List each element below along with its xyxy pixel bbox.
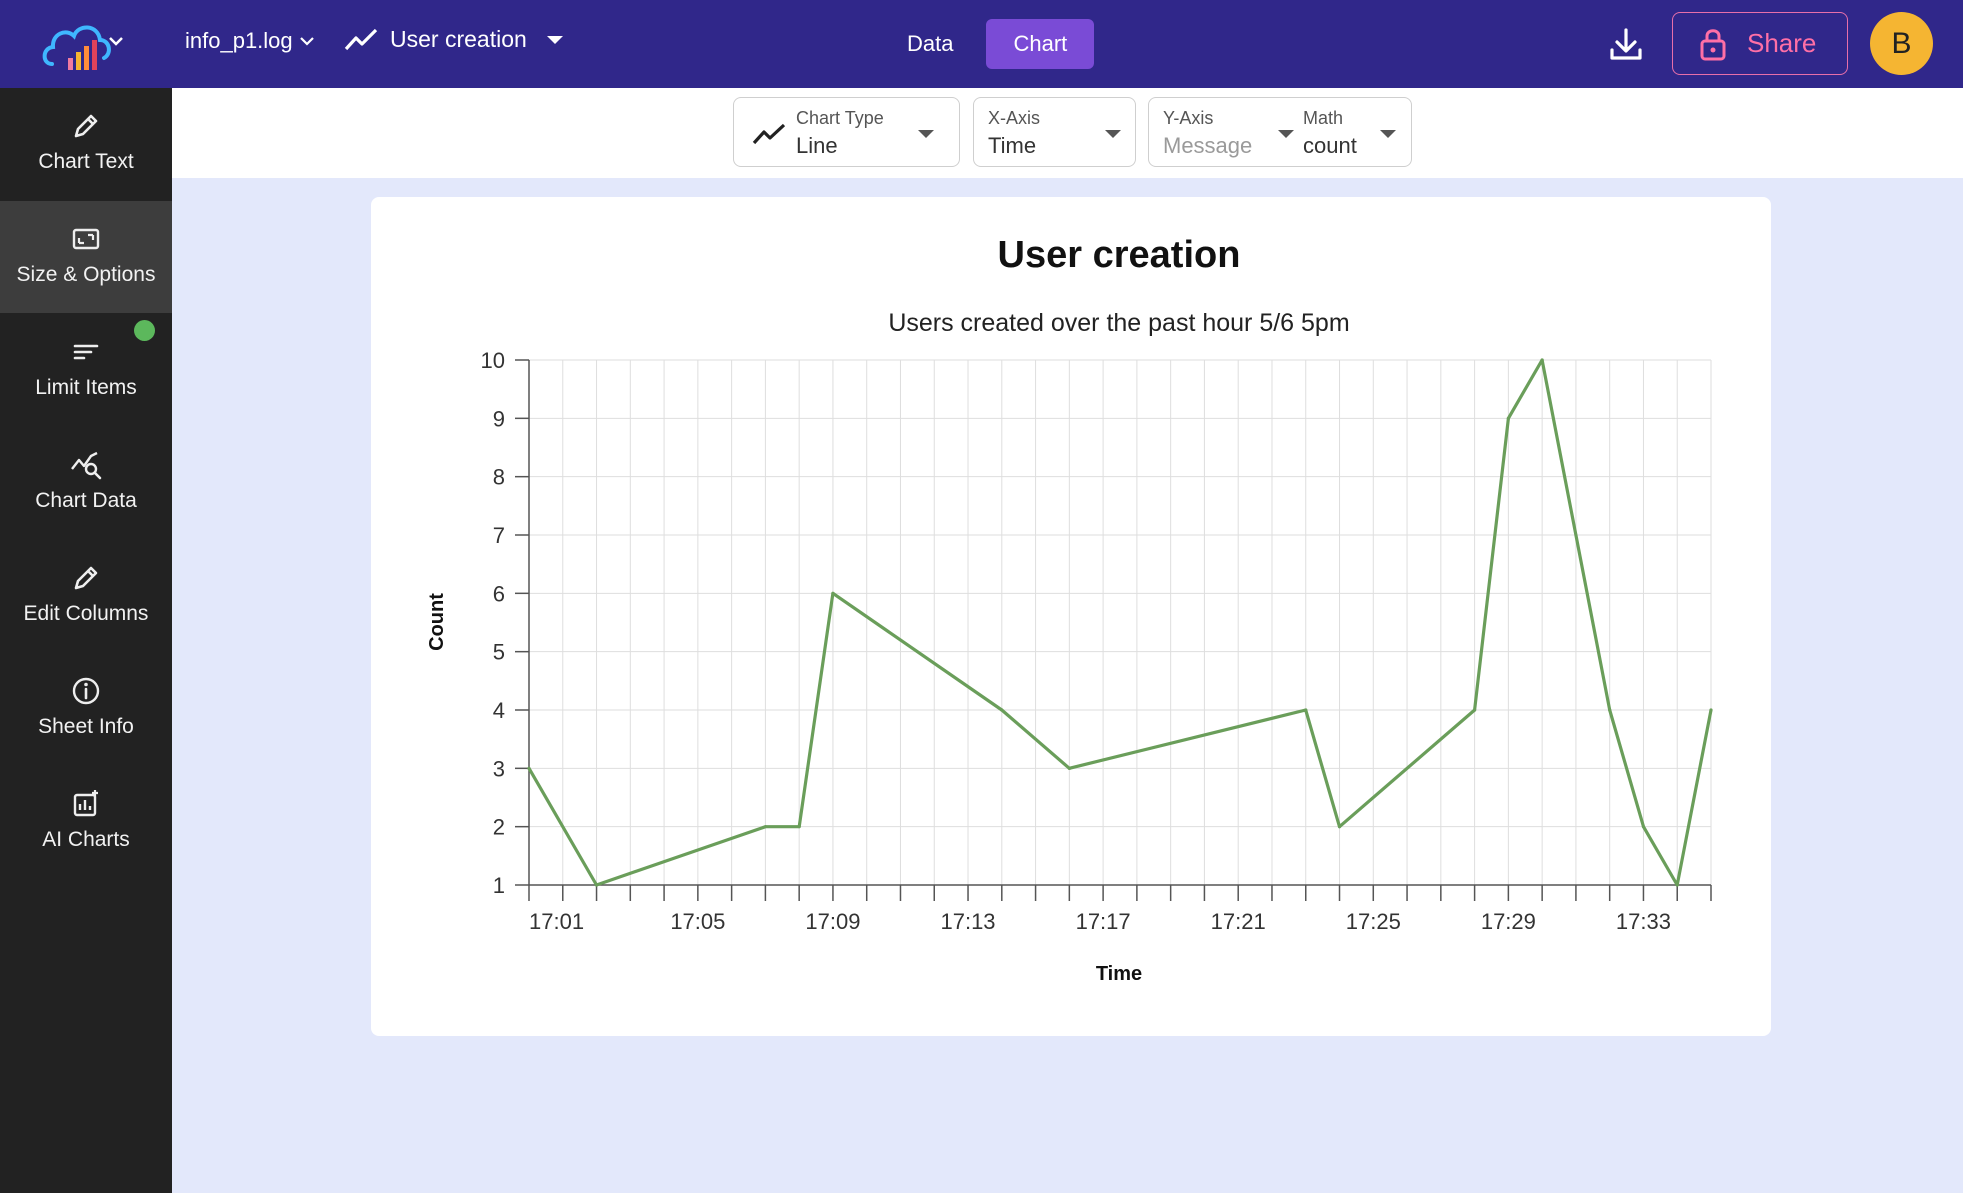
x-tick-label: 17:05 <box>670 909 725 934</box>
series-line <box>527 358 1713 887</box>
sidebar-item-label: Chart Data <box>35 489 137 512</box>
data-point <box>1709 708 1713 712</box>
data-point <box>527 766 531 770</box>
tab-chart[interactable]: Chart <box>986 19 1095 69</box>
y-tick-label: 9 <box>493 406 505 431</box>
sidebar-item-limit-items[interactable]: Limit Items <box>0 314 172 426</box>
data-point <box>594 883 599 887</box>
line-chart-icon <box>344 28 378 50</box>
resize-icon <box>72 228 100 250</box>
x-tick-label: 17:09 <box>805 909 860 934</box>
y-tick-label: 6 <box>493 581 505 606</box>
y-tick-label: 8 <box>493 465 505 490</box>
y-axis-math-select[interactable]: Y-Axis Message Math count <box>1148 97 1412 167</box>
x-tick-label: 17:13 <box>940 909 995 934</box>
sidebar-item-chart-data[interactable]: Chart Data <box>0 427 172 539</box>
chart-card: 1 2 3 4 5 6 7 8 9 10 17:01 17:05 17:09 17:13 17:17 17:2… <box>371 197 1771 1036</box>
x-axis-title: Time <box>1096 963 1142 985</box>
file-select[interactable]: info_p1.log <box>185 28 315 54</box>
line-chart: 1 2 3 4 5 6 7 8 9 10 17:01 17:05 17:09 17:13 17:17 17:2… <box>426 234 1713 985</box>
sidebar-item-label: AI Charts <box>42 828 130 851</box>
x-tick-label: 17:17 <box>1076 909 1131 934</box>
top-bar: info_p1.log User creation Data Chart Sha… <box>0 0 1963 88</box>
data-point <box>1540 358 1544 362</box>
caret-down-icon <box>918 130 934 138</box>
sidebar-item-ai-charts[interactable]: AI Charts <box>0 766 172 878</box>
y-tick-label: 7 <box>493 523 505 548</box>
file-name: info_p1.log <box>185 28 293 53</box>
caret-down-icon <box>546 35 563 44</box>
sidebar-item-chart-text[interactable]: Chart Text <box>0 88 172 200</box>
line-chart-icon <box>752 123 786 145</box>
x-axis-select[interactable]: X-Axis Time <box>973 97 1136 167</box>
data-point <box>1608 708 1612 712</box>
x-axis-label: X-Axis <box>988 108 1041 128</box>
lock-icon <box>1700 28 1726 60</box>
y-tick-label: 3 <box>493 756 505 781</box>
data-point <box>1675 883 1679 887</box>
data-point <box>763 825 767 829</box>
limit-items-indicator-dot <box>134 320 155 341</box>
y-tick-label: 2 <box>493 815 505 840</box>
y-tick-label: 5 <box>493 640 505 665</box>
sidebar-item-edit-columns[interactable]: Edit Columns <box>0 540 172 652</box>
y-axis-title: Count <box>426 593 448 651</box>
sidebar-item-label: Sheet Info <box>38 715 134 738</box>
pencil-icon <box>74 114 98 138</box>
data-point <box>797 825 801 829</box>
y-tick-label: 4 <box>493 698 505 723</box>
data-point <box>1337 825 1342 829</box>
data-point <box>1641 825 1646 829</box>
math-value: count <box>1303 133 1357 158</box>
app-logo-icon[interactable] <box>40 14 130 76</box>
chevron-down-icon <box>299 37 314 46</box>
x-tick-label: 17:33 <box>1616 909 1671 934</box>
sidebar-item-sheet-info[interactable]: Sheet Info <box>0 653 172 765</box>
tab-data[interactable]: Data <box>907 31 954 56</box>
share-button[interactable]: Share <box>1672 12 1848 75</box>
chart-type-select[interactable]: Chart Type Line <box>733 97 960 167</box>
y-axis-placeholder: Message <box>1163 133 1253 158</box>
x-tick-label: 17:29 <box>1481 909 1536 934</box>
data-point <box>1304 708 1308 712</box>
chart-options-bar: Chart Type Line X-Axis Time Y-Axis Messa… <box>172 88 1963 178</box>
data-point <box>1000 708 1004 712</box>
sidebar-item-label: Size & Options <box>16 263 156 286</box>
data-point <box>1473 708 1477 712</box>
sidebar-item-label: Edit Columns <box>23 602 149 625</box>
sidebar-item-label: Limit Items <box>35 376 137 399</box>
chart-subtitle: Users created over the past hour 5/6 5pm <box>888 309 1349 337</box>
chart-search-icon <box>71 451 102 480</box>
chart-title: User creation <box>998 234 1241 276</box>
caret-down-icon <box>1380 130 1396 138</box>
y-tick-label: 1 <box>493 873 505 898</box>
sidebar: Chart Text Size & Options Limit Items Ch… <box>0 88 172 1193</box>
math-label: Math <box>1303 108 1344 128</box>
download-icon[interactable] <box>1604 24 1648 66</box>
sidebar-item-label: Chart Text <box>38 150 134 173</box>
pencil-icon <box>74 566 98 590</box>
y-tick-label: 10 <box>481 348 505 373</box>
ai-chart-icon <box>73 790 98 817</box>
x-tick-label: 17:21 <box>1211 909 1266 934</box>
avatar[interactable]: B <box>1870 12 1933 75</box>
chart-type-value: Line <box>796 133 838 158</box>
filter-lines-icon <box>73 344 99 360</box>
info-icon <box>72 677 100 705</box>
share-label: Share <box>1747 28 1817 58</box>
x-axis-value: Time <box>988 133 1037 158</box>
chart-type-label: Chart Type <box>796 108 884 128</box>
data-point <box>831 591 835 595</box>
data-point <box>1506 416 1510 420</box>
caret-down-icon <box>1278 130 1294 138</box>
x-tick-label: 17:25 <box>1346 909 1401 934</box>
view-select[interactable]: User creation <box>344 26 565 53</box>
y-axis-label: Y-Axis <box>1163 108 1214 128</box>
sidebar-item-size-options[interactable]: Size & Options <box>0 201 172 313</box>
view-name: User creation <box>390 26 527 52</box>
caret-down-icon <box>1105 130 1121 138</box>
data-point <box>1067 766 1071 770</box>
x-tick-label: 17:01 <box>529 909 584 934</box>
mode-tabs: Data Chart <box>880 19 1095 69</box>
